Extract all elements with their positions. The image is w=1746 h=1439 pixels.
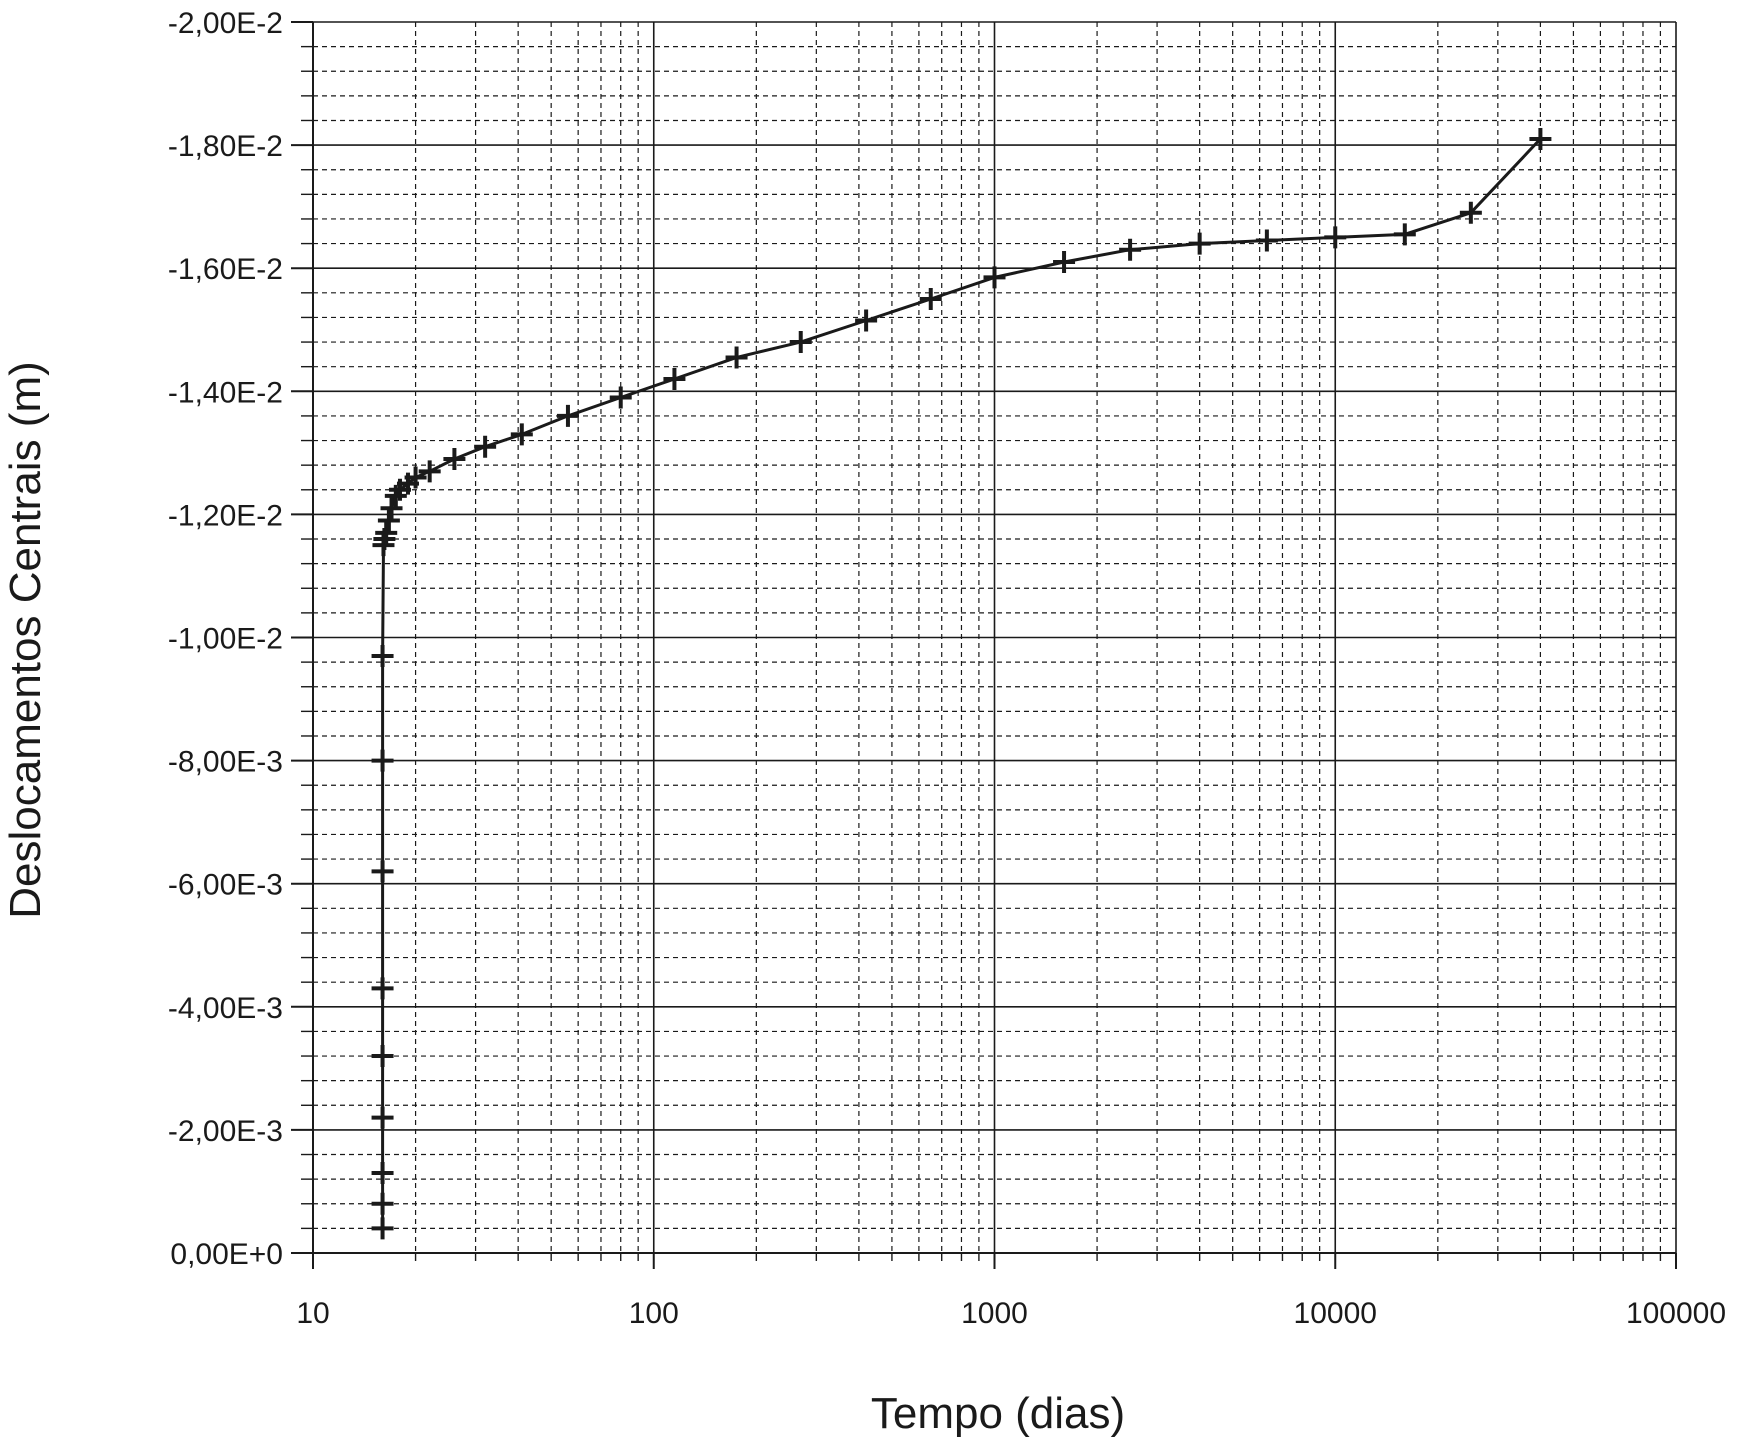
data-point-marker <box>983 266 1006 289</box>
data-point-marker <box>371 1161 394 1184</box>
data-point-marker <box>474 435 497 458</box>
data-point-marker <box>380 497 403 520</box>
data-point-marker <box>1255 229 1278 252</box>
data-point-marker <box>789 331 812 354</box>
data-point-marker <box>375 521 398 544</box>
x-tick-label: 10 <box>296 1297 329 1330</box>
data-point-marker <box>1324 226 1347 249</box>
y-tick-label: -2,00E-3 <box>168 1115 283 1148</box>
x-tick-label: 1000 <box>961 1297 1028 1330</box>
data-series <box>371 127 1552 1240</box>
y-tick-label: -4,00E-3 <box>168 992 283 1025</box>
data-point-marker <box>418 460 441 483</box>
data-point-marker <box>371 749 394 772</box>
y-tick-label: -2,00E-2 <box>168 7 283 40</box>
y-tick-label: -1,40E-2 <box>168 376 283 409</box>
y-tick-label: -1,00E-2 <box>168 623 283 656</box>
data-point-marker <box>1053 251 1076 274</box>
data-point-marker <box>377 509 400 532</box>
data-point-marker <box>855 309 878 332</box>
series-line <box>381 137 1542 1229</box>
axes <box>291 21 1677 1269</box>
data-point-marker <box>919 287 942 310</box>
x-axis-title: Tempo (dias) <box>871 1389 1125 1438</box>
data-point-marker <box>663 367 686 390</box>
x-tick-labels: 10 100 1000 10000 100000 <box>296 1297 1726 1330</box>
y-tick-label: 0,00E+0 <box>170 1238 283 1271</box>
y-tick-label: -1,20E-2 <box>168 499 283 532</box>
data-point-marker <box>1393 223 1416 246</box>
x-tick-label: 100 <box>629 1297 679 1330</box>
y-tick-label: -8,00E-3 <box>168 746 283 779</box>
data-point-marker <box>443 448 466 471</box>
data-point-marker <box>371 1217 394 1240</box>
y-axis-title: Deslocamentos Centrais (m) <box>1 361 50 919</box>
x-tick-label: 10000 <box>1294 1297 1377 1330</box>
y-tick-label: -6,00E-3 <box>168 869 283 902</box>
data-point-marker <box>371 1106 394 1129</box>
data-point-marker <box>371 977 394 1000</box>
data-point-marker <box>1459 201 1482 224</box>
data-point-marker <box>371 860 394 883</box>
y-tick-label: -1,60E-2 <box>168 253 283 286</box>
data-point-marker <box>1529 127 1552 150</box>
y-tick-labels: 0,00E+0 -2,00E-3 -4,00E-3 -6,00E-3 -8,00E-3 -… <box>168 7 283 1271</box>
data-point-marker <box>1119 238 1142 261</box>
x-tick-label: 100000 <box>1626 1297 1726 1330</box>
y-tick-label: -1,80E-2 <box>168 130 283 163</box>
data-point-marker <box>371 1192 394 1215</box>
data-point-marker <box>371 1045 394 1068</box>
data-point-marker <box>1188 232 1211 255</box>
data-point-marker <box>609 386 632 409</box>
data-point-marker <box>371 644 394 667</box>
data-point-marker <box>404 466 427 489</box>
data-point-marker <box>725 346 748 369</box>
data-point-marker <box>556 404 579 427</box>
data-point-marker <box>510 423 533 446</box>
